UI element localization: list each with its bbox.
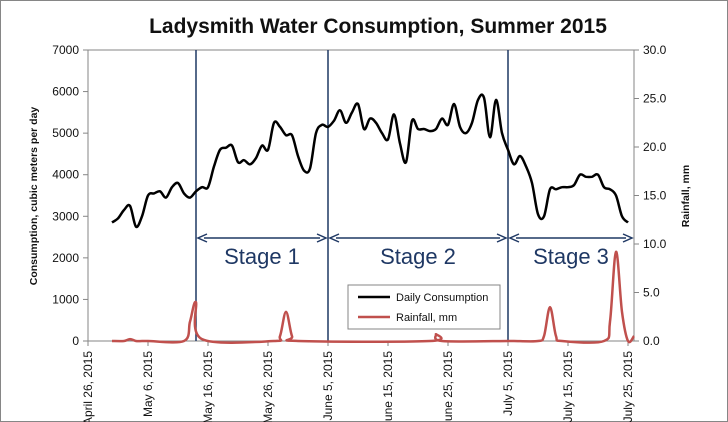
stage-annotations: Stage 1 Stage 2 Stage 3 [195, 50, 634, 341]
y-tick-label: 7000 [52, 43, 79, 57]
x-tick-label: July 15, 2015 [561, 351, 575, 422]
y-tick-label: 5000 [52, 126, 79, 140]
y2-axis-label: Rainfall, mm [680, 165, 692, 227]
x-tick-label: May 6, 2015 [141, 351, 155, 417]
legend-box [347, 284, 501, 330]
x-tick-label: June 15, 2015 [381, 351, 395, 422]
y2-tick-label: 10.0 [643, 237, 667, 251]
chart-title: Ladysmith Water Consumption, Summer 2015 [149, 15, 607, 38]
series-line-rainfall [111, 250, 636, 344]
y2-tick-label: 25.0 [643, 92, 667, 106]
legend-label: Rainfall, mm [396, 312, 457, 324]
x-tick-label: May 26, 2015 [261, 351, 275, 422]
y2-tick-label: 0.0 [643, 334, 660, 348]
y2-tick-label: 20.0 [643, 140, 667, 154]
y2-tick-label: 30.0 [643, 43, 667, 57]
stage-label: Stage 2 [380, 244, 456, 269]
y-tick-label: 3000 [52, 209, 79, 223]
y-tick-label: 1000 [52, 292, 79, 306]
y-tick-label: 4000 [52, 168, 79, 182]
x-tick-label: June 25, 2015 [441, 351, 455, 422]
axes: 0 1000 2000 3000 4000 5000 6000 7000 0.0 5.0 10.0 1… [52, 43, 666, 422]
series-layer [111, 93, 636, 344]
y-tick-label: 2000 [52, 251, 79, 265]
stage-label: Stage 3 [533, 244, 609, 269]
stage-arrow-head-right [316, 233, 328, 243]
legend: Daily Consumption Rainfall, mm [347, 284, 501, 330]
legend-label: Daily Consumption [396, 292, 488, 304]
series-line-daily-consumption [111, 93, 629, 229]
stage-arrow-head-right [496, 233, 508, 243]
x-tick-label: April 26, 2015 [81, 351, 95, 422]
y2-tick-label: 5.0 [643, 286, 660, 300]
stage-label: Stage 1 [224, 244, 300, 269]
stage-arrow-head-left [196, 233, 208, 243]
x-tick-label: June 5, 2015 [321, 351, 335, 421]
y-tick-label: 0 [72, 334, 79, 348]
y2-tick-label: 15.0 [643, 189, 667, 203]
stage-arrow-head-left [508, 233, 520, 243]
x-tick-label: July 25, 2015 [621, 351, 635, 422]
stage-arrow-head-right [622, 233, 634, 243]
y-axis-label: Consumption, cubic meters per day [28, 107, 40, 286]
x-tick-label: July 5, 2015 [501, 351, 515, 416]
x-tick-label: May 16, 2015 [201, 351, 215, 422]
stage-arrow-head-left [328, 233, 340, 243]
y-tick-label: 6000 [52, 85, 79, 99]
